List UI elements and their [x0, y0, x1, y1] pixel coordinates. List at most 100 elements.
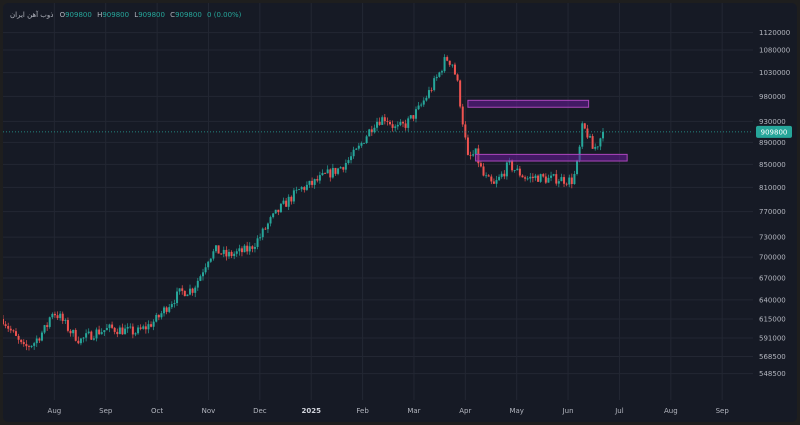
- candle-down: [542, 174, 545, 177]
- candle-up: [279, 203, 282, 213]
- candle-up: [248, 246, 251, 252]
- candle-up: [331, 167, 334, 178]
- y-tick-label: 770000: [759, 208, 786, 216]
- candle-down: [4, 324, 7, 326]
- candle-up: [396, 124, 399, 127]
- candle-down: [181, 288, 184, 291]
- candle-down: [17, 335, 20, 340]
- candle-up: [305, 184, 308, 190]
- candle-down: [591, 136, 594, 149]
- candle-up: [274, 209, 277, 214]
- candle-up: [516, 168, 519, 171]
- candle-up: [40, 332, 43, 341]
- candle-down: [370, 129, 373, 133]
- candle-down: [139, 327, 142, 329]
- candle-up: [163, 307, 166, 314]
- candle-down: [9, 328, 12, 331]
- chart-panel[interactable]: 1120000 1080000 1030000 980000 930000 890000 8…: [3, 3, 797, 422]
- candle-up: [82, 337, 85, 339]
- candle-down: [3, 318, 4, 325]
- candle-down: [69, 330, 72, 334]
- candle-up: [440, 71, 443, 73]
- y-tick-label: 980000: [759, 93, 786, 101]
- candle-up: [376, 121, 379, 128]
- candle-up: [160, 313, 163, 318]
- high-label: H: [97, 11, 103, 19]
- candle-down: [290, 196, 293, 202]
- candle-up: [498, 176, 501, 181]
- candle-down: [524, 177, 527, 179]
- candle-down: [459, 80, 462, 107]
- candle-up: [129, 326, 132, 328]
- candle-up: [64, 320, 67, 321]
- candle-down: [285, 200, 288, 207]
- candle-up: [313, 179, 316, 185]
- candle-down: [537, 175, 540, 182]
- x-tick-label: Sep: [716, 407, 730, 415]
- candle-down: [38, 338, 41, 341]
- candle-up: [178, 288, 181, 292]
- candle-up: [295, 189, 298, 191]
- zone-rectangle[interactable]: [467, 99, 590, 108]
- candle-up: [339, 167, 342, 169]
- candle-down: [27, 346, 30, 347]
- candle-down: [446, 57, 449, 61]
- candle-down: [490, 176, 493, 182]
- candle-up: [92, 338, 95, 340]
- candle-up: [420, 104, 423, 106]
- candle-up: [222, 249, 225, 254]
- candle-up: [495, 180, 498, 184]
- open-label: O: [59, 11, 66, 19]
- y-tick-label: 930000: [759, 118, 786, 126]
- candle-up: [48, 317, 51, 327]
- candle-up: [85, 333, 88, 338]
- zone-rectangle[interactable]: [475, 153, 628, 162]
- x-tick-label: Nov: [202, 407, 216, 415]
- candle-down: [240, 248, 243, 253]
- x-tick-label: Mar: [407, 407, 420, 415]
- x-tick-label: Jul: [614, 407, 624, 415]
- candle-up: [422, 100, 425, 105]
- price-chart[interactable]: 1120000 1080000 1030000 980000 930000 890000 8…: [3, 3, 797, 422]
- candle-down: [77, 340, 80, 344]
- candle-up: [578, 146, 581, 161]
- candle-up: [100, 332, 103, 335]
- candle-down: [503, 173, 506, 177]
- change-value: 0 (0.00%): [207, 11, 242, 19]
- candle-down: [7, 325, 10, 329]
- candle-up: [134, 333, 137, 335]
- candle-up: [526, 178, 529, 180]
- candle-up: [176, 291, 179, 304]
- candle-down: [389, 121, 392, 125]
- candle-down: [157, 314, 160, 318]
- candle-up: [350, 156, 353, 161]
- candle-down: [131, 326, 134, 335]
- x-tick-label: Feb: [356, 407, 369, 415]
- candle-down: [391, 124, 394, 128]
- candle-up: [425, 97, 428, 101]
- candle-down: [150, 324, 153, 327]
- candle-up: [272, 213, 275, 218]
- candle-down: [456, 74, 459, 81]
- candle-down: [53, 313, 56, 316]
- y-tick-label: 615000: [759, 315, 786, 323]
- candle-down: [22, 342, 25, 345]
- last-price-badge: [756, 125, 792, 138]
- candle-up: [168, 307, 171, 312]
- candle-up: [357, 145, 360, 149]
- candles: [3, 54, 604, 351]
- candle-up: [137, 327, 140, 334]
- candle-up: [407, 118, 410, 128]
- symbol-title[interactable]: ذوب آهن ایران: [10, 11, 54, 19]
- candle-down: [165, 307, 168, 312]
- candle-up: [199, 276, 202, 281]
- candle-up: [539, 174, 542, 182]
- candle-down: [404, 123, 407, 128]
- candle-down: [20, 339, 23, 343]
- open-value: 909800: [65, 11, 92, 19]
- x-tick-label: 2025: [301, 407, 321, 415]
- candle-up: [43, 325, 46, 333]
- candle-up: [347, 160, 350, 164]
- candle-up: [259, 237, 262, 239]
- candle-up: [261, 228, 264, 238]
